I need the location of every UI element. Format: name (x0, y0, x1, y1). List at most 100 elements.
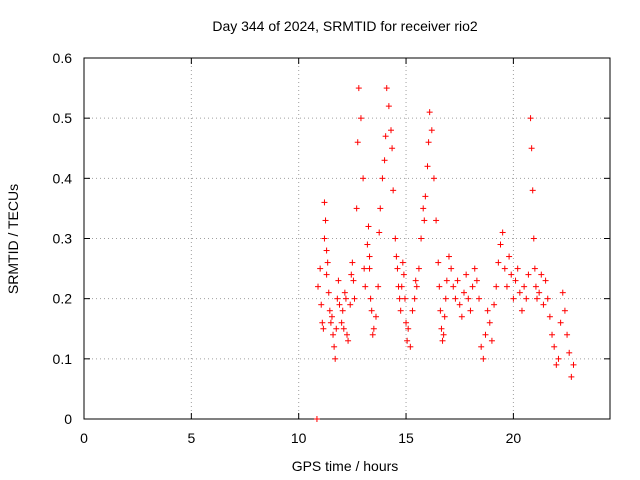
data-point (476, 295, 483, 302)
data-point (415, 265, 422, 272)
data-point (334, 295, 341, 302)
data-point (465, 295, 472, 302)
data-point (393, 253, 400, 260)
data-point (461, 289, 468, 296)
data-point (397, 307, 404, 314)
x-tick-label: 5 (187, 430, 195, 446)
data-point (463, 271, 470, 278)
data-point (561, 307, 568, 314)
data-point (495, 259, 502, 266)
data-point (531, 265, 538, 272)
data-point (454, 277, 461, 284)
data-point (330, 331, 337, 338)
data-point (471, 265, 478, 272)
y-tick-label: 0.5 (53, 110, 73, 126)
data-point (366, 265, 373, 272)
data-point (559, 289, 566, 296)
data-point (353, 205, 360, 212)
data-point (428, 127, 435, 134)
data-point (322, 217, 329, 224)
data-point (323, 247, 330, 254)
data-point (484, 307, 491, 314)
data-point (525, 271, 532, 278)
data-point (450, 283, 457, 290)
data-point (534, 295, 541, 302)
data-point (383, 85, 390, 92)
axis-ticks: 0 0.1 0.2 0.3 0.4 0.5 0.6 0 5 10 15 20 (53, 50, 610, 446)
data-point (394, 265, 401, 272)
data-point (377, 205, 384, 212)
data-point (390, 187, 397, 194)
data-point (321, 235, 328, 242)
data-point (420, 205, 427, 212)
data-point (372, 313, 379, 320)
data-point (401, 295, 408, 302)
data-point (348, 271, 355, 278)
data-point (508, 271, 515, 278)
data-point (564, 331, 571, 338)
y-tick-label: 0 (64, 411, 72, 427)
data-point (424, 163, 431, 170)
data-point (445, 253, 452, 260)
x-tick-label: 15 (398, 430, 414, 446)
data-point (528, 145, 535, 152)
data-point (370, 325, 377, 332)
y-tick-label: 0.3 (53, 231, 73, 247)
data-point (436, 283, 443, 290)
data-point (442, 295, 449, 302)
data-point (360, 175, 367, 182)
data-point (413, 283, 420, 290)
data-point (365, 223, 372, 230)
data-point (369, 331, 376, 338)
data-point (325, 289, 332, 296)
data-point (551, 343, 558, 350)
data-point (345, 337, 352, 344)
data-point (488, 337, 495, 344)
data-point (332, 355, 339, 362)
data-point (532, 283, 539, 290)
data-point (467, 307, 474, 314)
data-point (433, 217, 440, 224)
data-point (438, 325, 445, 332)
data-point (441, 313, 448, 320)
data-point (518, 307, 525, 314)
data-point (339, 307, 346, 314)
data-point (425, 139, 432, 146)
data-point (514, 265, 521, 272)
data-point (333, 325, 340, 332)
data-point (398, 283, 405, 290)
data-point (349, 259, 356, 266)
y-tick-label: 0.4 (53, 170, 73, 186)
data-point (389, 145, 396, 152)
data-point (549, 331, 556, 338)
data-point (557, 319, 564, 326)
data-point (482, 331, 489, 338)
data-point (366, 253, 373, 260)
data-point (347, 301, 354, 308)
x-tick-label: 0 (80, 430, 88, 446)
data-point (456, 301, 463, 308)
data-point (327, 319, 334, 326)
data-point (331, 343, 338, 350)
data-point (512, 277, 519, 284)
data-point (458, 313, 465, 320)
grid-lines (84, 58, 610, 419)
data-point (501, 265, 508, 272)
data-point (412, 277, 419, 284)
data-point (536, 289, 543, 296)
data-point (510, 295, 517, 302)
data-point (405, 325, 412, 332)
data-point (376, 229, 383, 236)
data-point (326, 307, 333, 314)
data-points (313, 85, 577, 422)
data-point (396, 295, 403, 302)
data-point (568, 373, 575, 380)
data-point (364, 241, 371, 248)
data-point (538, 271, 545, 278)
data-point (318, 301, 325, 308)
data-point (506, 253, 513, 260)
data-point (404, 337, 411, 344)
data-point (381, 157, 388, 164)
data-point (351, 295, 358, 302)
data-point (529, 187, 536, 194)
